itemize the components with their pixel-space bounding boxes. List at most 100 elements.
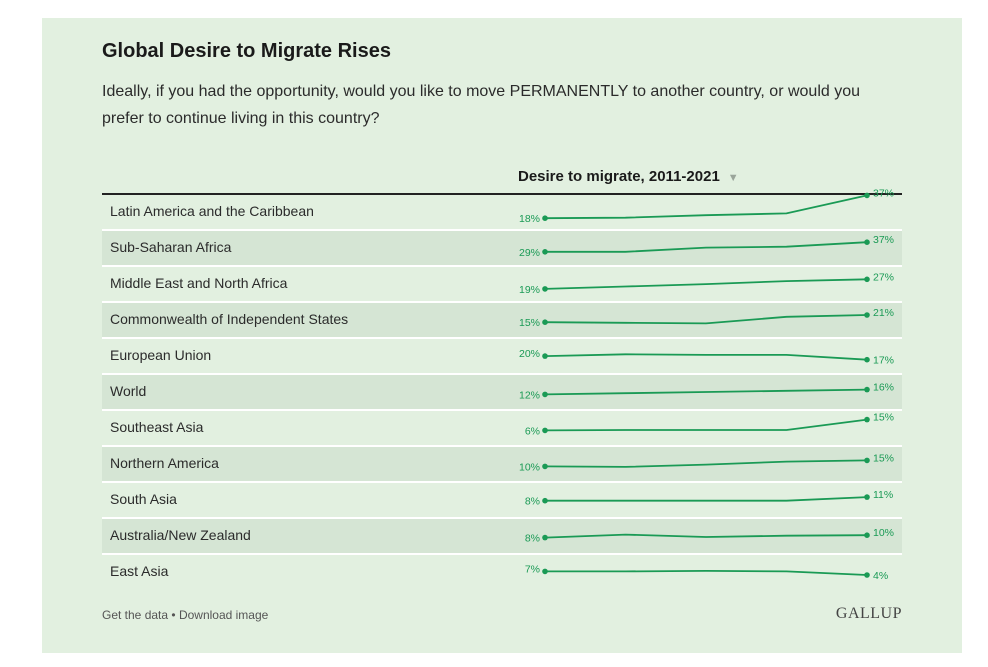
sort-down-icon[interactable]: ▼ (727, 172, 739, 184)
last-value-label: 11% (873, 489, 893, 501)
sparkline-table: Latin America and the Caribbean 18% 37% Sub… (102, 187, 902, 589)
row-label: World (110, 383, 147, 399)
first-point (542, 568, 548, 575)
table-row: World 12% 16% (102, 375, 902, 411)
last-value-label: 37% (873, 187, 894, 199)
last-point (864, 239, 870, 245)
first-point (542, 463, 548, 470)
series-line (544, 353, 868, 361)
header-divider (102, 193, 902, 195)
first-point (542, 534, 548, 541)
table-row: Sub-Saharan Africa 29% 37% (102, 231, 902, 267)
series-line (545, 569, 868, 576)
series-line (544, 314, 868, 325)
last-value-label: 16% (873, 382, 894, 394)
table-row: East Asia 7% 4% (102, 555, 902, 589)
last-point (864, 416, 870, 423)
first-point (542, 427, 548, 434)
row-label: Sub-Saharan Africa (110, 239, 232, 255)
row-label: European Union (110, 347, 212, 363)
chart-subtitle: Ideally, if you had the opportunity, wou… (102, 83, 861, 127)
row-label: Commonwealth of Independent States (110, 311, 349, 327)
table-row: South Asia 8% 11% (102, 483, 902, 519)
last-value-label: 27% (873, 271, 894, 283)
last-value-label: 15% (873, 452, 894, 464)
first-value-label: 8% (525, 496, 540, 508)
row-label: Latin America and the Caribbean (110, 203, 314, 219)
last-value-label: 10% (873, 527, 894, 539)
first-point (542, 497, 548, 504)
row-label: East Asia (110, 563, 169, 579)
sparkline: 20% 17% (519, 348, 894, 367)
series-line (544, 388, 868, 396)
sparkline: 29% 37% (519, 234, 894, 259)
first-value-label: 8% (525, 533, 540, 545)
last-point (864, 276, 870, 283)
table-row: European Union 20% 17% (102, 339, 902, 375)
first-value-label: 10% (519, 461, 540, 473)
last-value-label: 17% (873, 355, 894, 367)
series-line (544, 278, 868, 290)
table-row: Commonwealth of Independent States 15% 21% (102, 303, 902, 339)
last-value-label: 4% (873, 570, 888, 582)
series-line (544, 459, 868, 468)
last-point (864, 532, 870, 538)
first-value-label: 6% (525, 425, 540, 437)
series-line (545, 496, 868, 502)
series-line (545, 241, 868, 253)
last-value-label: 37% (873, 234, 894, 246)
last-point (864, 192, 870, 199)
chart-card: Global Desire to Migrate Rises Ideally, … (42, 18, 962, 653)
last-point (864, 312, 870, 318)
row-label: Australia/New Zealand (110, 527, 251, 543)
sparkline: 18% 37% (519, 187, 894, 225)
sparkline: 12% 16% (519, 382, 894, 402)
last-value-label: 21% (873, 307, 894, 319)
first-point (542, 286, 548, 292)
last-point (864, 494, 870, 500)
first-value-label: 15% (519, 317, 540, 329)
first-value-label: 7% (525, 563, 540, 575)
first-value-label: 12% (519, 389, 540, 401)
series-line (544, 533, 868, 539)
footer-links: Get the data • Download image (102, 608, 268, 622)
row-label: Middle East and North Africa (110, 275, 288, 291)
first-value-label: 19% (519, 284, 540, 296)
first-point (542, 249, 548, 255)
chart-title: Global Desire to Migrate Rises (102, 40, 391, 62)
sparkline: 19% 27% (519, 271, 894, 296)
last-point (864, 356, 870, 363)
sparkline: 8% 11% (525, 489, 893, 508)
download-image-link[interactable]: Download image (178, 608, 269, 622)
table-row: Middle East and North Africa 19% 27% (102, 267, 902, 303)
gallup-logo: GALLUP (835, 605, 902, 622)
column-header[interactable]: Desire to migrate, 2011-2021 ▼ (518, 168, 739, 185)
first-point (542, 319, 548, 325)
footer-separator: • (171, 608, 176, 622)
series-line (544, 418, 868, 432)
sparkline: 8% 10% (525, 527, 894, 545)
column-header-label: Desire to migrate, 2011-2021 (518, 168, 720, 185)
table-row: Southeast Asia 6% 15% (102, 411, 902, 447)
sparkline: 15% 21% (519, 307, 894, 329)
first-value-label: 29% (519, 247, 540, 259)
table-row: Northern America 10% 15% (102, 447, 902, 483)
get-data-link[interactable]: Get the data (102, 608, 169, 622)
row-label: South Asia (110, 491, 177, 507)
row-label: Southeast Asia (110, 419, 204, 435)
first-point (542, 353, 548, 359)
last-point (864, 572, 870, 578)
first-value-label: 18% (519, 213, 540, 225)
sparkline: 10% 15% (519, 452, 894, 473)
last-value-label: 15% (873, 412, 894, 424)
last-point (864, 386, 870, 393)
table-row: Australia/New Zealand 8% 10% (102, 519, 902, 555)
series-line (544, 194, 868, 220)
first-value-label: 20% (519, 348, 540, 360)
first-point (542, 215, 548, 221)
table-row: Latin America and the Caribbean 18% 37% (102, 187, 902, 231)
last-point (864, 457, 870, 464)
sparkline: 7% 4% (525, 563, 888, 582)
first-point (542, 391, 548, 398)
sparkline: 6% 15% (525, 412, 894, 438)
